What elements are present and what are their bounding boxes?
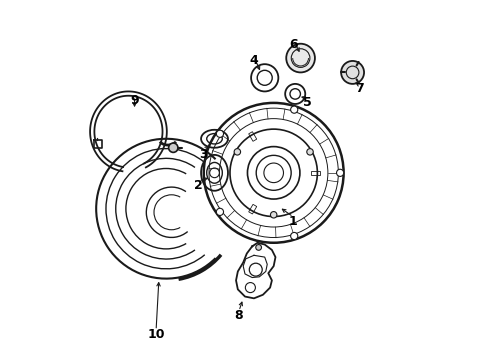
Text: 4: 4 [249,54,258,67]
Circle shape [341,61,364,84]
Text: 2: 2 [194,179,203,192]
Text: 8: 8 [235,309,243,322]
Circle shape [217,130,223,138]
Circle shape [291,106,298,113]
Text: 6: 6 [289,38,298,51]
Bar [249,204,257,214]
Circle shape [307,149,313,155]
Circle shape [270,212,277,218]
Circle shape [256,244,262,250]
Circle shape [337,169,343,176]
Circle shape [291,233,298,240]
Circle shape [169,143,178,152]
Text: 1: 1 [289,215,298,228]
Circle shape [234,149,241,155]
Text: 3: 3 [199,148,208,161]
Text: 10: 10 [147,328,165,341]
Circle shape [286,44,315,72]
Bar [249,132,257,141]
Text: 9: 9 [130,94,139,107]
Text: 5: 5 [303,96,312,109]
Bar [311,171,320,175]
Circle shape [217,208,223,216]
Text: 7: 7 [355,82,364,95]
